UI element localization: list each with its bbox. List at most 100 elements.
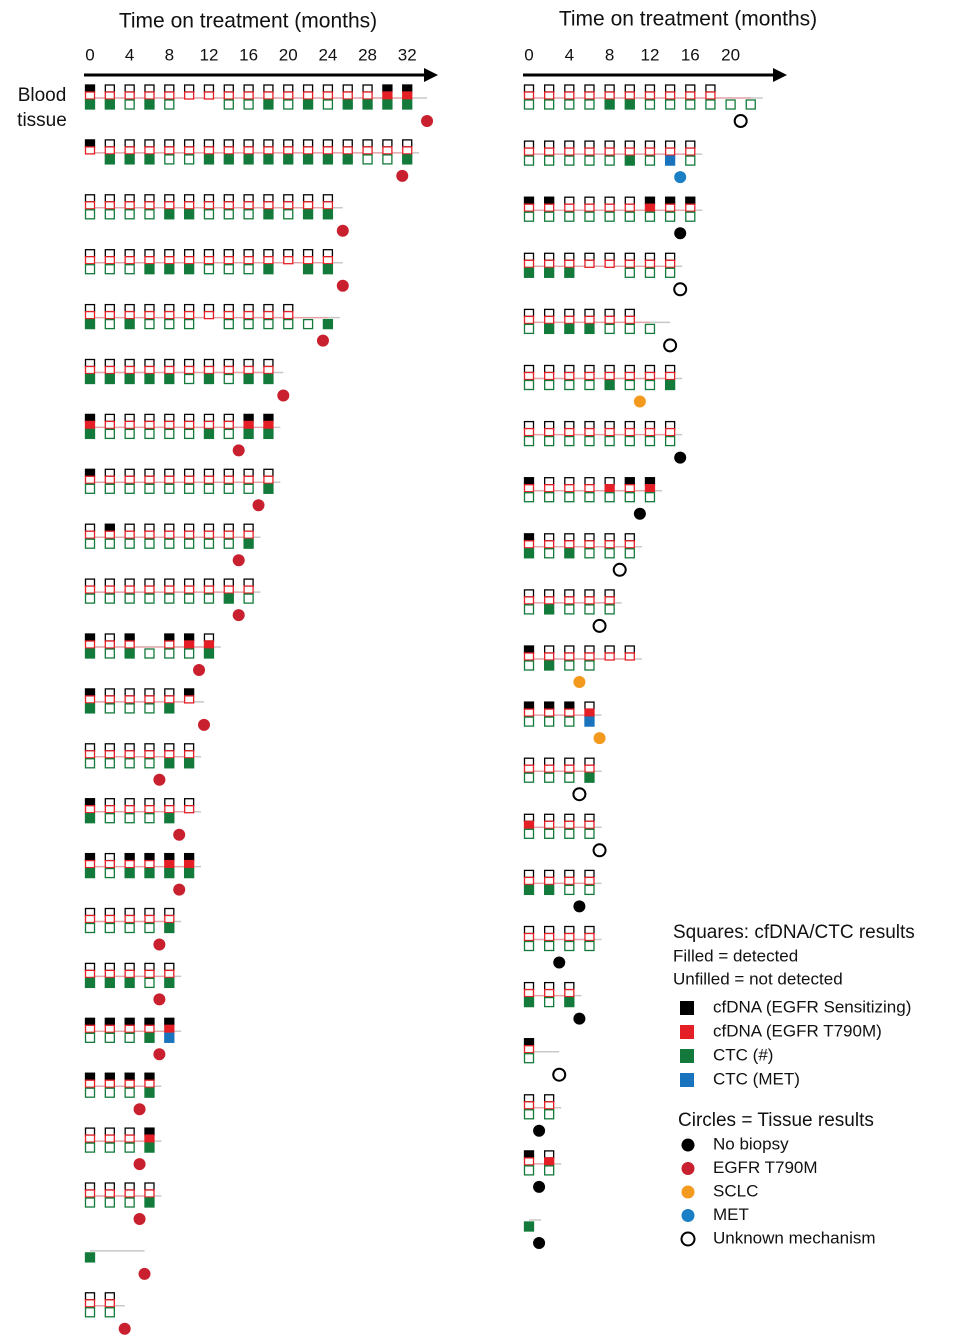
cfdna-t790m <box>84 640 96 649</box>
legend-title: Circles = Tissue results <box>678 1110 874 1131</box>
legend-label: MET <box>713 1205 749 1224</box>
cfdna-t790m <box>164 420 175 430</box>
cfdna-t790m <box>523 764 535 773</box>
cfdna-t790m <box>624 427 635 437</box>
legend-swatch <box>681 1209 695 1222</box>
ctc <box>124 703 135 714</box>
cfdna-sensitizing <box>624 533 635 542</box>
ctc <box>544 828 555 839</box>
cfdna-t790m <box>564 147 575 156</box>
tissue-result <box>277 389 290 402</box>
tissue-result <box>593 732 606 745</box>
ctc <box>584 323 595 335</box>
cfdna-t790m <box>584 427 595 437</box>
cfdna-sensitizing <box>223 358 234 368</box>
cfdna-sensitizing <box>564 869 575 879</box>
ctc <box>564 996 575 1008</box>
cfdna-t790m <box>203 201 215 210</box>
cfdna-t790m <box>124 530 135 539</box>
cfdna-t790m <box>84 146 96 155</box>
patient-row <box>523 981 586 1025</box>
cfdna-sensitizing <box>685 84 696 93</box>
ctc <box>144 977 155 989</box>
ctc <box>164 373 175 385</box>
ctc <box>382 154 393 165</box>
tissue-result <box>252 499 265 512</box>
cfdna-sensitizing <box>263 303 274 313</box>
cfdna-t790m <box>564 91 575 100</box>
cfdna-t790m <box>644 427 656 437</box>
cfdna-t790m <box>144 805 155 814</box>
cfdna-t790m <box>144 310 155 320</box>
cfdna-t790m <box>144 201 155 210</box>
patient-row <box>84 194 349 237</box>
patient-row <box>523 925 602 969</box>
cfdna-sensitizing <box>104 413 115 423</box>
ctc <box>523 1221 535 1232</box>
cfdna-sensitizing <box>164 303 175 313</box>
cfdna-t790m <box>104 859 115 869</box>
cfdna-sensitizing <box>84 194 96 203</box>
cfdna-t790m <box>164 969 175 979</box>
cfdna-t790m <box>664 91 676 100</box>
cfdna-t790m <box>564 932 575 942</box>
ctc <box>402 99 413 110</box>
cfdna-t790m <box>183 750 195 759</box>
cfdna-sensitizing <box>144 907 155 917</box>
ctc <box>164 867 175 879</box>
cfdna-t790m <box>544 932 555 942</box>
cfdna-t790m <box>544 820 555 829</box>
cfdna-sensitizing <box>124 1127 135 1136</box>
cfdna-t790m <box>104 530 115 539</box>
cfdna-t790m <box>564 259 575 268</box>
ctc <box>544 211 555 222</box>
ctc <box>183 318 195 330</box>
cfdna-t790m <box>564 764 575 773</box>
ctc <box>523 1109 535 1120</box>
ctc <box>564 492 575 503</box>
cfdna-t790m <box>164 1024 175 1033</box>
ctc <box>263 428 274 440</box>
tissue-result <box>133 1213 146 1225</box>
ctc <box>104 703 115 714</box>
cfdna-sensitizing <box>584 813 595 822</box>
ctc <box>523 1165 535 1176</box>
patient-row <box>84 578 261 622</box>
cfdna-sensitizing <box>664 364 676 374</box>
cfdna-t790m <box>104 1299 115 1308</box>
patient-row <box>84 1017 182 1061</box>
cfdna-sensitizing <box>624 196 635 205</box>
cfdna-sensitizing <box>84 84 96 93</box>
cfdna-sensitizing <box>164 1017 175 1026</box>
cfdna-sensitizing <box>164 907 175 917</box>
ctc <box>144 1032 155 1043</box>
cfdna-sensitizing <box>203 194 215 203</box>
ctc <box>124 264 135 275</box>
cfdna-sensitizing <box>604 533 615 542</box>
cfdna-t790m <box>124 585 135 594</box>
ctc <box>223 593 234 604</box>
axis-arrow <box>773 68 787 82</box>
cfdna-t790m <box>164 750 175 759</box>
ctc <box>144 1087 155 1098</box>
cfdna-t790m <box>84 1134 96 1143</box>
cfdna-sensitizing <box>164 688 175 697</box>
cfdna-sensitizing <box>564 645 575 654</box>
cfdna-t790m <box>624 203 635 212</box>
axis-arrow <box>424 68 438 82</box>
patient-row <box>523 1219 546 1249</box>
ctc <box>124 373 135 385</box>
tissue-result <box>674 227 687 240</box>
cfdna-sensitizing <box>84 468 96 477</box>
cfdna-t790m <box>544 427 555 437</box>
cfdna-t790m <box>124 914 135 924</box>
cfdna-sensitizing <box>124 743 135 752</box>
ctc <box>604 435 615 447</box>
patient-row <box>84 303 340 347</box>
cfdna-t790m <box>263 256 274 265</box>
cfdna-sensitizing <box>144 1127 155 1136</box>
ctc <box>685 211 696 222</box>
x-tick-label: 20 <box>279 45 298 64</box>
cfdna-sensitizing <box>564 925 575 935</box>
cfdna-sensitizing <box>604 589 615 598</box>
